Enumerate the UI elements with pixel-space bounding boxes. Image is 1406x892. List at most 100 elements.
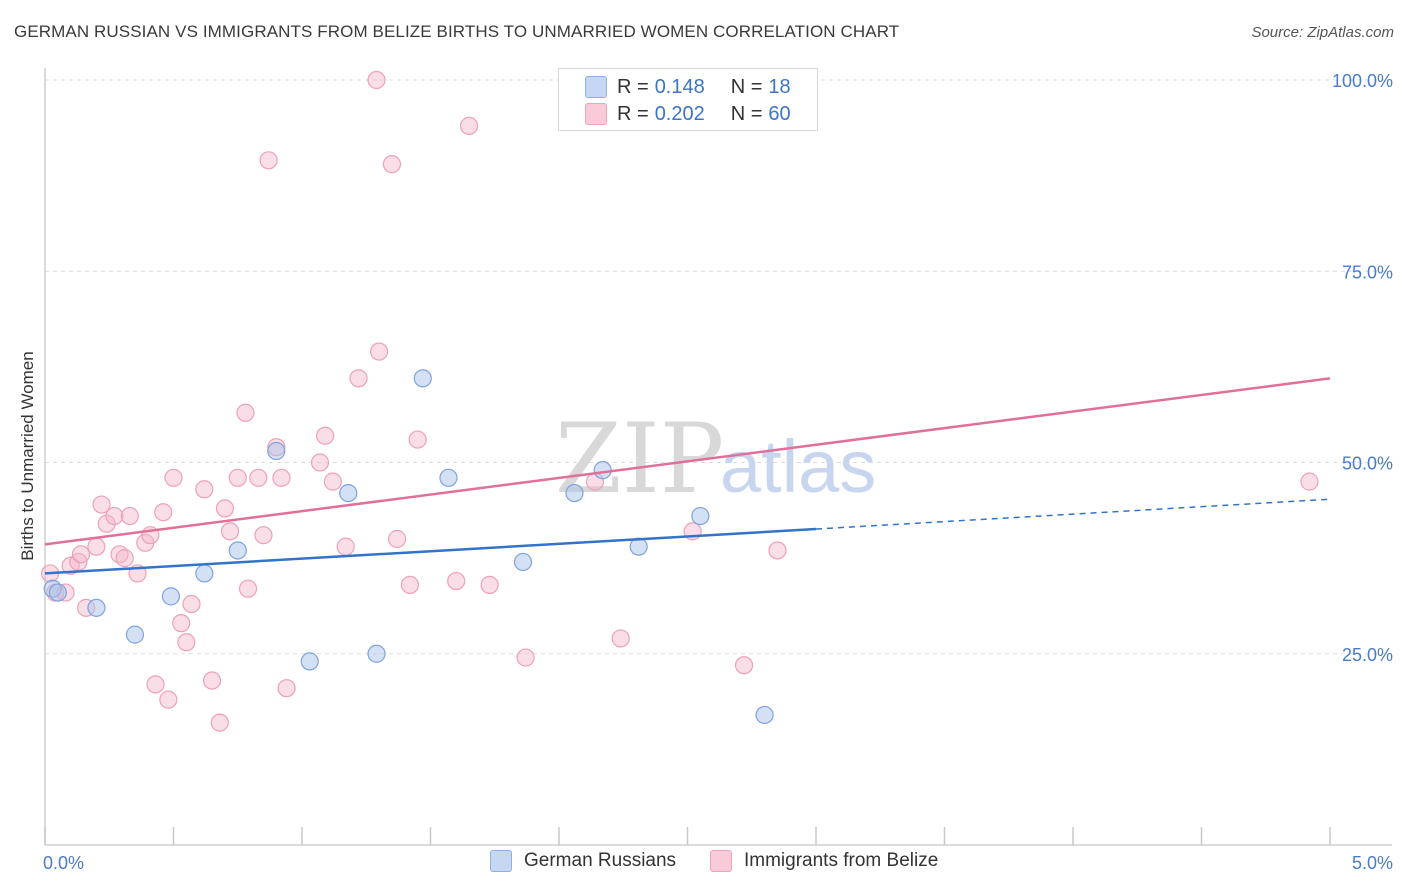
n-label: N = <box>730 102 763 125</box>
r-label: R = <box>617 75 649 98</box>
data-point-belize <box>316 426 335 445</box>
data-point-belize <box>92 495 111 514</box>
legend-row-german-russians: R = 0.148 N = 18 <box>585 74 791 100</box>
data-point-belize <box>105 506 124 526</box>
data-point-belize <box>259 151 278 170</box>
chart-title: GERMAN RUSSIAN VS IMMIGRANTS FROM BELIZE… <box>14 22 900 41</box>
data-point-belize <box>154 503 173 522</box>
data-point-belize <box>146 675 165 694</box>
x-tick-label: 5.0% <box>1352 853 1393 873</box>
data-point-belize <box>120 506 139 526</box>
trend-line-german-russians <box>44 527 817 575</box>
data-point-belize <box>254 526 273 545</box>
data-point-german-russian <box>439 468 458 487</box>
data-point-german-russian <box>228 541 247 560</box>
data-point-belize <box>367 70 386 90</box>
data-point-belize <box>516 648 535 667</box>
watermark-atlas: atlas <box>720 425 876 508</box>
data-point-german-russian <box>593 461 612 480</box>
data-point-belize <box>408 430 427 449</box>
data-point-belize <box>159 690 178 709</box>
trend-line-german-russians-extension <box>815 498 1331 530</box>
data-point-belize <box>195 480 214 499</box>
n-value: 18 <box>768 75 791 98</box>
r-value: 0.148 <box>654 75 705 98</box>
data-point-belize <box>1300 472 1319 491</box>
data-point-belize <box>370 342 389 361</box>
data-point-belize <box>480 575 499 595</box>
data-point-german-russian <box>267 441 286 461</box>
r-label: R = <box>617 102 649 125</box>
data-point-belize <box>228 468 247 487</box>
data-point-belize <box>336 537 355 556</box>
data-point-belize <box>382 155 402 174</box>
data-point-german-russian <box>300 652 319 671</box>
legend-row-belize: R = 0.202 N = 60 <box>585 101 791 127</box>
y-tick-label: 50.0% <box>1342 454 1393 474</box>
trend-line-belize <box>44 377 1331 546</box>
legend-label: German Russians <box>524 850 677 871</box>
data-point-belize <box>611 629 630 648</box>
data-point-german-russian <box>367 644 386 663</box>
data-point-belize <box>87 537 106 556</box>
data-point-belize <box>323 472 342 491</box>
data-point-german-russian <box>513 552 533 572</box>
data-points <box>41 70 1319 732</box>
data-point-belize <box>115 549 134 568</box>
data-point-belize <box>387 529 407 549</box>
data-point-belize <box>182 594 201 614</box>
data-point-belize <box>272 468 291 487</box>
gridlines <box>45 79 1392 655</box>
data-point-belize <box>768 541 787 560</box>
data-point-german-russian <box>755 705 774 725</box>
data-point-belize <box>238 579 258 598</box>
axes <box>44 68 1392 846</box>
legend-item-belize[interactable]: Immigrants from Belize <box>710 850 938 872</box>
data-point-belize <box>400 575 420 595</box>
y-tick-label: 25.0% <box>1342 645 1393 665</box>
legend-swatch-pink <box>710 850 732 872</box>
data-point-belize <box>210 713 229 732</box>
stats-legend: R = 0.148 N = 18 R = 0.202 N = 60 <box>558 68 818 131</box>
data-point-belize <box>71 545 91 564</box>
legend-label: Immigrants from Belize <box>744 850 939 871</box>
legend-item-german-russians[interactable]: German Russians <box>490 850 676 872</box>
data-point-belize <box>172 614 191 633</box>
data-point-german-russian <box>195 564 214 583</box>
data-point-belize <box>447 571 466 591</box>
data-point-german-russian <box>565 484 584 503</box>
data-point-belize <box>310 453 330 472</box>
data-point-belize <box>734 656 754 675</box>
data-point-belize <box>164 468 183 487</box>
data-point-belize <box>215 499 234 518</box>
data-point-belize <box>459 116 479 136</box>
data-point-belize <box>249 468 268 487</box>
data-point-german-russian <box>161 587 181 606</box>
data-point-german-russian <box>691 506 710 526</box>
data-point-belize <box>202 671 222 690</box>
n-label: N = <box>730 75 763 98</box>
data-point-belize <box>277 679 296 698</box>
x-tick-label: 0.0% <box>43 853 84 873</box>
y-tick-label: 100.0% <box>1332 71 1393 91</box>
n-value: 60 <box>768 102 791 125</box>
data-point-belize <box>97 514 116 533</box>
data-point-german-russian <box>87 598 106 617</box>
source-label: Source: ZipAtlas.com <box>1251 24 1394 41</box>
legend-swatch-blue <box>585 76 607 98</box>
data-point-german-russian <box>413 369 432 388</box>
series-legend: German Russians Immigrants from Belize <box>0 850 1406 880</box>
legend-swatch-pink <box>585 103 607 125</box>
trend-lines <box>44 377 1331 575</box>
data-point-belize <box>349 369 368 388</box>
data-point-german-russian <box>125 625 145 644</box>
data-point-belize <box>236 403 255 422</box>
legend-swatch-blue <box>490 850 512 872</box>
y-tick-label: 75.0% <box>1342 262 1393 282</box>
data-point-german-russian <box>339 484 358 503</box>
watermark: ZIP atlas <box>555 403 876 515</box>
r-value: 0.202 <box>654 102 705 125</box>
data-point-belize <box>177 633 196 652</box>
data-point-german-russian <box>48 583 67 602</box>
